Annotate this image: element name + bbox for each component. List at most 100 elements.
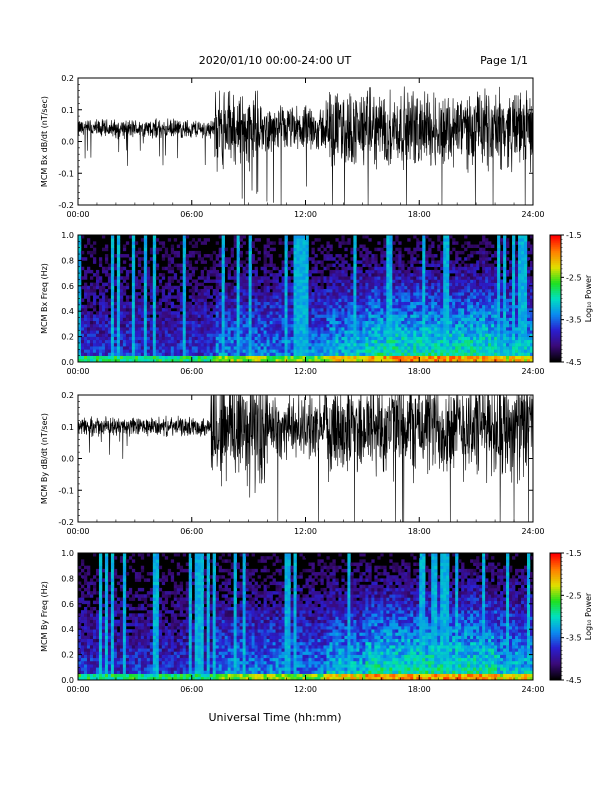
spectrogram-cell — [398, 292, 402, 296]
spectrogram-cell — [308, 311, 312, 315]
spectrogram-cell — [89, 311, 94, 315]
spectrogram-cell — [101, 323, 106, 328]
spectrogram-cell — [116, 346, 121, 350]
spectrogram-cell — [78, 263, 82, 268]
spectrogram-cell — [437, 238, 441, 242]
spectrogram-cell — [320, 330, 324, 334]
spectrogram-cell — [284, 301, 288, 306]
spectrogram-cell — [284, 314, 288, 318]
spectrogram-cell — [98, 285, 103, 290]
spectrogram-cell — [404, 330, 408, 334]
spectrogram-cell — [464, 279, 468, 283]
spectrogram-cell — [368, 276, 372, 280]
spectrogram-cell — [386, 311, 390, 315]
spectrogram-cell — [386, 304, 390, 309]
spectrogram-cell — [488, 339, 492, 344]
spectrogram-cell — [167, 311, 172, 315]
spectrogram-cell — [416, 304, 420, 309]
spectrogram-cell — [260, 342, 264, 347]
spectrogram-cell — [278, 292, 282, 296]
spectrogram-cell — [422, 333, 426, 337]
spectrogram-cell — [110, 346, 115, 350]
spectrogram-cell — [356, 276, 360, 280]
spectrogram-cell — [290, 292, 294, 296]
spectrogram-cell — [191, 317, 196, 322]
spectrogram-cell — [176, 292, 181, 296]
spectrogram-cell — [275, 349, 279, 353]
spectrogram-cell — [230, 352, 234, 356]
spectrogram-cell — [78, 355, 82, 360]
spectrogram-cell — [221, 295, 225, 299]
spectrogram-cell — [86, 342, 91, 347]
spectrogram-cell — [188, 346, 193, 350]
spectrogram-cell — [236, 260, 240, 264]
spectrogram-cell — [491, 282, 495, 287]
spectrogram-cell — [185, 349, 190, 353]
spectrogram-cell — [227, 288, 231, 293]
spectrogram-cell — [251, 301, 255, 306]
spectrogram-cell — [518, 235, 522, 239]
spectrogram-cell — [224, 298, 228, 302]
spectrogram-cell — [302, 304, 306, 309]
spectrogram-cell — [395, 238, 399, 242]
spectrogram-cell — [302, 311, 306, 315]
spectrogram-cell — [182, 279, 187, 283]
spectrogram-cell — [80, 250, 85, 255]
spectrogram-cell — [200, 298, 205, 302]
spectrogram-cell — [233, 336, 237, 341]
spectrogram-cell — [374, 282, 378, 287]
spectrogram-cell — [266, 317, 270, 322]
spectrogram-cell — [224, 257, 228, 261]
spectrogram-cell — [152, 311, 157, 315]
spectrogram-cell — [347, 320, 351, 325]
spectrogram-cell — [467, 263, 471, 268]
spectrogram-cell — [512, 330, 516, 334]
spectrogram-cell — [479, 292, 483, 296]
spectrogram-cell — [398, 282, 402, 287]
spectrogram-cell — [78, 260, 82, 264]
spectrogram-cell — [287, 330, 291, 334]
spectrogram-cell — [518, 349, 522, 353]
spectrogram-cell — [191, 336, 196, 341]
spectrogram-cell — [491, 333, 495, 337]
spectrogram-cell — [233, 285, 237, 290]
spectrogram-cell — [500, 295, 504, 299]
spectrogram-cell — [455, 352, 459, 356]
spectrogram-cell — [299, 304, 303, 309]
spectrogram-cell — [191, 279, 196, 283]
spectrogram-cell — [212, 346, 216, 350]
spectrogram-cell — [104, 308, 109, 312]
spectrogram-cell — [440, 358, 444, 363]
spectrogram-cell — [329, 342, 333, 347]
spectrogram-cell — [404, 349, 408, 353]
spectrogram-cell — [161, 311, 166, 315]
spectrogram-cell — [191, 244, 196, 248]
spectrogram-cell — [440, 355, 444, 360]
spectrogram-cell — [347, 301, 351, 306]
spectrogram-cell — [344, 339, 348, 344]
spectrogram-cell — [518, 288, 522, 293]
spectrogram-cell — [254, 279, 258, 283]
spectrogram-cell — [248, 314, 252, 318]
spectrogram-cell — [449, 276, 453, 280]
spectrogram-cell — [188, 276, 193, 280]
spectrogram-cell — [437, 304, 441, 309]
spectrogram-cell — [347, 292, 351, 296]
spectrogram-cell — [491, 342, 495, 347]
spectrogram-cell — [224, 346, 228, 350]
spectrogram-cell — [443, 311, 447, 315]
spectrogram-cell — [464, 295, 468, 299]
spectrogram-cell — [158, 320, 163, 325]
spectrogram-cell — [398, 311, 402, 315]
spectrogram-cell — [446, 342, 450, 347]
spectrogram-cell — [78, 323, 82, 328]
spectrogram-cell — [254, 276, 258, 280]
spectrogram-cell — [503, 285, 507, 290]
spectrogram-cell — [488, 327, 492, 331]
spectrogram-cell — [182, 349, 187, 353]
spectrogram-cell — [113, 308, 118, 312]
spectrogram-cell — [242, 235, 246, 239]
spectrogram-cell — [290, 311, 294, 315]
spectrogram-cell — [395, 235, 399, 239]
spectrogram-cell — [347, 279, 351, 283]
